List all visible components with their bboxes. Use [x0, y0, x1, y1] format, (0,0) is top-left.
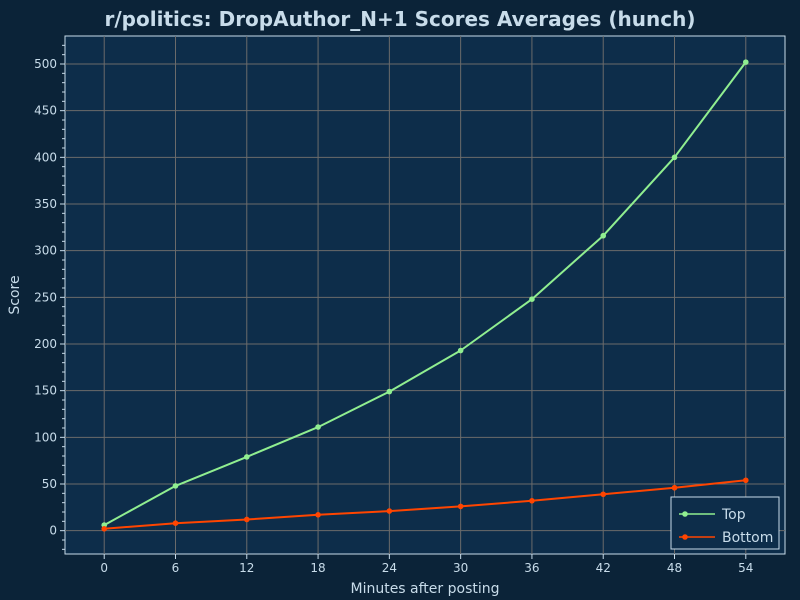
chart-title: r/politics: DropAuthor_N+1 Scores Averag…: [105, 7, 696, 31]
data-point-bottom: [172, 520, 179, 526]
legend-label-top: Top: [721, 507, 746, 523]
y-tick-label: 200: [34, 337, 57, 351]
y-tick-label: 250: [34, 290, 57, 304]
data-point-bottom: [243, 516, 250, 523]
data-point-top: [457, 347, 464, 354]
data-point-top: [386, 388, 393, 395]
x-tick-label: 6: [172, 561, 180, 575]
x-tick-label: 42: [596, 561, 611, 575]
data-point-bottom: [600, 491, 607, 498]
data-point-bottom: [101, 526, 108, 532]
y-tick-label: 350: [34, 197, 57, 211]
y-axis-label: Score: [7, 275, 23, 314]
y-tick-label: 50: [42, 477, 57, 491]
data-point-top: [315, 424, 321, 430]
y-tick-label: 400: [34, 150, 57, 164]
x-tick-label: 12: [239, 561, 254, 575]
x-tick-label: 18: [310, 561, 325, 575]
x-tick-label: 0: [100, 561, 108, 575]
x-tick-label: 24: [382, 561, 397, 575]
data-point-bottom: [529, 498, 535, 504]
legend: Top Bottom: [670, 496, 780, 550]
x-tick-label: 48: [667, 561, 682, 575]
axes: 0 6 12 18 24 30 36 42 48 54 0 50 100 150 200 250 300 350 4…: [34, 44, 753, 575]
x-axis-label: Minutes after posting: [350, 581, 499, 597]
data-point-bottom: [315, 512, 321, 518]
legend-box: [670, 496, 780, 550]
legend-swatch-marker-top: [682, 511, 688, 517]
grid: [65, 36, 785, 554]
data-point-top: [671, 154, 678, 161]
data-point-top: [742, 59, 749, 65]
y-tick-label: 150: [34, 384, 57, 398]
data-point-bottom: [457, 503, 464, 510]
y-tick-label: 450: [34, 104, 57, 118]
plot-area: [64, 35, 786, 555]
legend-swatch-marker-bottom: [682, 534, 688, 540]
data-point-top: [600, 232, 607, 239]
data-point-bottom: [742, 477, 749, 484]
y-tick-label: 300: [34, 244, 57, 258]
data-point-top: [243, 454, 250, 460]
data-point-top: [172, 483, 179, 489]
data-point-top: [529, 296, 535, 303]
series-layer: [101, 59, 749, 532]
x-tick-label: 54: [738, 561, 753, 575]
data-point-bottom: [671, 484, 678, 491]
y-tick-label: 0: [49, 524, 57, 538]
series-line-top: [103, 61, 747, 527]
x-tick-label: 30: [453, 561, 468, 575]
legend-label-bottom: Bottom: [722, 530, 773, 546]
series-line-bottom: [103, 479, 747, 530]
data-point-bottom: [386, 508, 393, 514]
x-tick-label: 36: [524, 561, 539, 575]
y-tick-label: 500: [34, 57, 57, 71]
y-tick-label: 100: [34, 430, 57, 444]
